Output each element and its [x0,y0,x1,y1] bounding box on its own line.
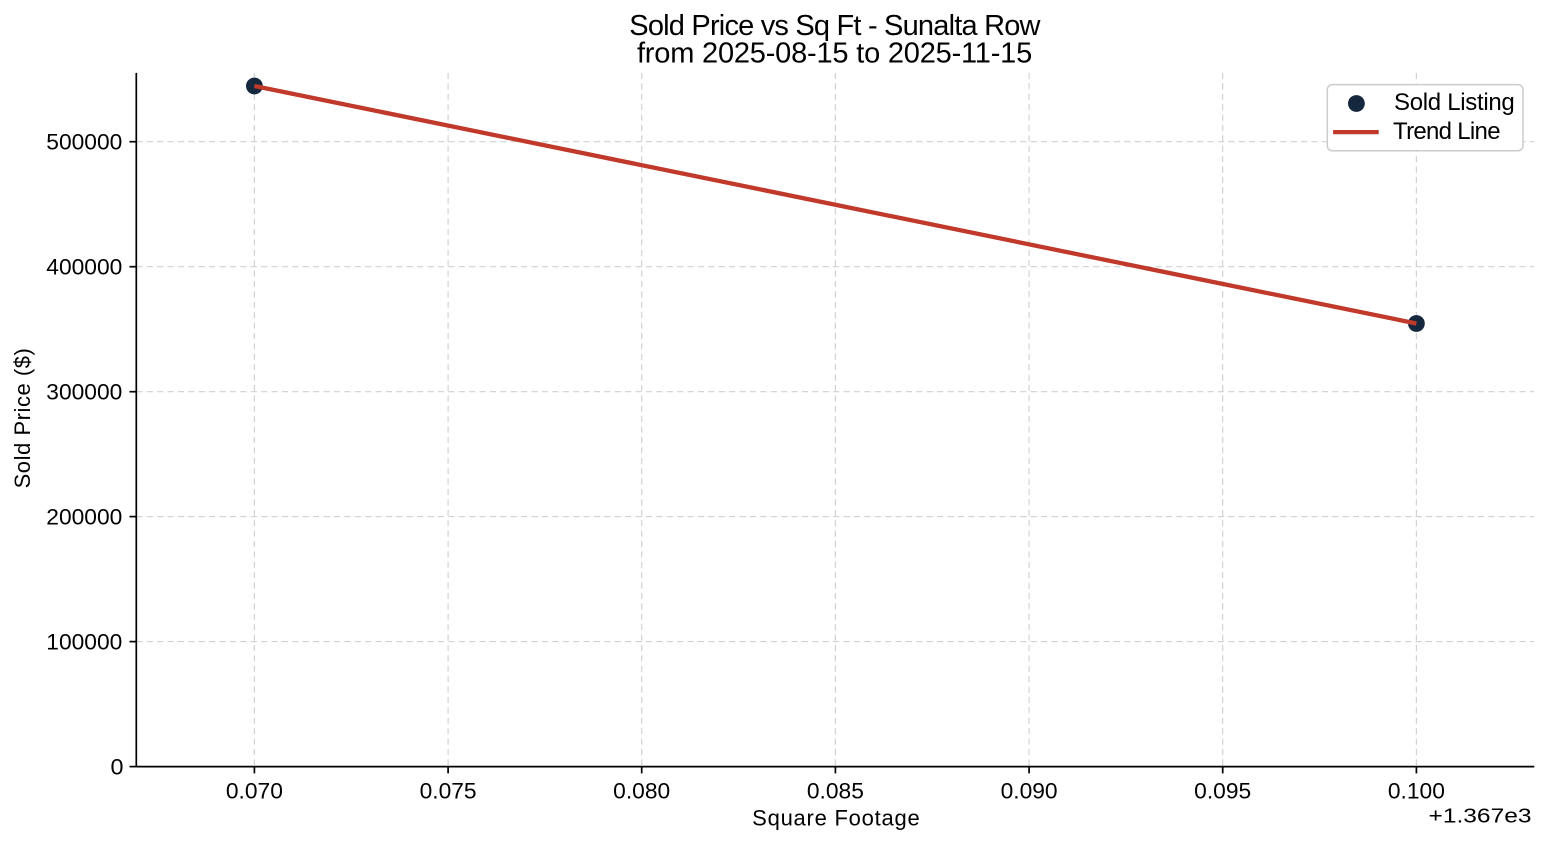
svg-text:200000: 200000 [46,504,122,529]
svg-text:0.095: 0.095 [1194,778,1251,803]
svg-text:from 2025-08-15 to 2025-11-15: from 2025-08-15 to 2025-11-15 [637,37,1032,69]
svg-text:Square Footage: Square Footage [752,805,920,830]
svg-text:0.075: 0.075 [420,778,477,803]
svg-text:500000: 500000 [46,129,122,154]
svg-text:Sold Price ($): Sold Price ($) [10,348,35,489]
svg-text:300000: 300000 [46,379,122,404]
svg-text:100000: 100000 [46,629,122,654]
svg-text:0.070: 0.070 [226,778,283,803]
svg-text:Sold Price vs Sq Ft - Sunalta: Sold Price vs Sq Ft - Sunalta Row [629,10,1041,42]
svg-text:0: 0 [111,754,124,779]
svg-text:0.100: 0.100 [1388,778,1445,803]
svg-text:0.085: 0.085 [807,778,864,803]
svg-text:+1.367e3: +1.367e3 [1429,806,1532,828]
svg-text:400000: 400000 [46,254,122,279]
svg-text:0.090: 0.090 [1001,778,1058,803]
svg-text:Sold Listing: Sold Listing [1394,89,1514,116]
svg-text:Trend Line: Trend Line [1393,118,1500,145]
svg-text:0.080: 0.080 [613,778,670,803]
